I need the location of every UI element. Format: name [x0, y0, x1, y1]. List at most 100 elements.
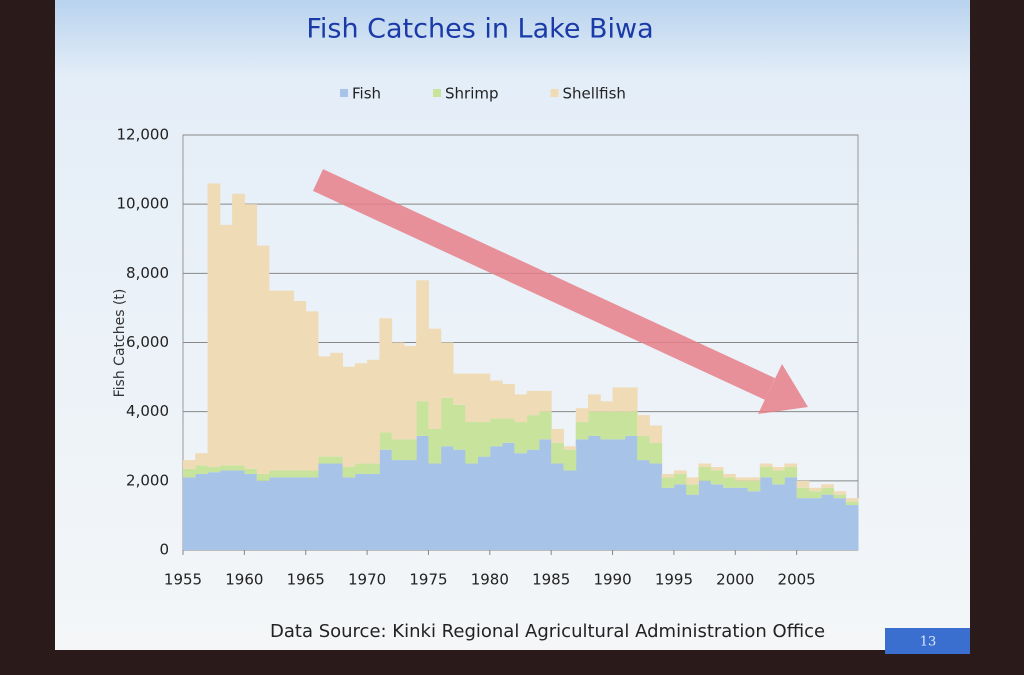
bar-segment	[428, 463, 442, 550]
bar-segment	[649, 463, 663, 550]
legend-label: Shrimp	[445, 85, 499, 103]
bar-segment	[183, 477, 196, 550]
bar-segment	[686, 484, 699, 495]
bar-segment	[526, 449, 540, 550]
y-tick-label: 2,000	[126, 471, 169, 489]
bar-segment	[330, 352, 344, 457]
bar-segment	[207, 183, 221, 467]
bar-segment	[256, 473, 270, 481]
bar-segment	[330, 463, 344, 550]
bar-segment	[710, 484, 724, 550]
y-tick-label: 0	[159, 541, 169, 559]
bar-segment	[784, 477, 798, 550]
bar-segment	[637, 460, 650, 550]
bar-segment	[833, 494, 847, 499]
x-tick-label: 1955	[164, 571, 202, 589]
bar-segment	[391, 342, 405, 440]
bar-segment	[845, 498, 859, 502]
bar-segment	[342, 366, 356, 467]
bar-segment	[612, 387, 626, 412]
bar-segment	[207, 472, 221, 550]
bar-segment	[538, 411, 552, 440]
bar-segment	[612, 439, 626, 550]
bar-segment	[268, 477, 282, 550]
bar-segment	[416, 435, 429, 550]
bar-segment	[637, 415, 650, 436]
source-note: Data Source: Kinki Regional Agricultural…	[270, 621, 825, 642]
bar-segment	[723, 473, 736, 478]
bar-segment	[342, 477, 356, 550]
bar-segment	[477, 456, 491, 550]
bar-segment	[281, 477, 294, 550]
bar-segment	[305, 477, 319, 550]
x-tick-label: 2005	[778, 571, 816, 589]
bar-segment	[502, 442, 515, 550]
bar-segment	[330, 456, 344, 464]
bar-segment	[232, 470, 245, 550]
bar-segment	[514, 422, 528, 454]
bar-segment	[403, 460, 417, 550]
bar-segment	[673, 473, 687, 485]
bar-segment	[747, 480, 761, 492]
bar-segment	[735, 477, 749, 481]
x-tick-label: 1960	[225, 571, 263, 589]
bar-segment	[232, 465, 245, 471]
bar-segment	[759, 467, 773, 478]
bar-segment	[354, 473, 368, 550]
x-tick-label: 1980	[471, 571, 509, 589]
slide	[55, 0, 970, 650]
bar-segment	[612, 411, 626, 440]
bar-segment	[735, 480, 749, 488]
legend-label: Shellfish	[563, 85, 626, 103]
bar-segment	[747, 491, 761, 550]
bar-segment	[514, 453, 528, 550]
bar-segment	[649, 442, 663, 464]
bar-segment	[379, 318, 393, 433]
bar-segment	[563, 449, 577, 471]
bar-segment	[600, 401, 614, 412]
bar-segment	[551, 428, 564, 443]
bar-segment	[416, 280, 429, 402]
y-tick-label: 12,000	[117, 126, 170, 144]
bar-segment	[588, 435, 601, 550]
bar-segment	[489, 446, 503, 550]
bar-segment	[784, 467, 798, 478]
bar-segment	[661, 487, 675, 550]
bar-segment	[821, 484, 834, 488]
bar-segment	[379, 449, 393, 550]
bar-segment	[686, 494, 699, 550]
x-tick-label: 1990	[593, 571, 631, 589]
legend-label: Fish	[352, 85, 381, 103]
bar-segment	[796, 480, 810, 488]
bar-segment	[244, 473, 258, 550]
bar-segment	[440, 342, 454, 398]
bar-segment	[575, 408, 589, 423]
bar-segment	[428, 428, 442, 464]
bar-segment	[318, 456, 331, 464]
x-tick-label: 1995	[655, 571, 693, 589]
bar-segment	[563, 470, 577, 550]
bar-segment	[183, 460, 196, 469]
bar-segment	[808, 491, 822, 499]
slide-number: 13	[920, 635, 937, 650]
bar-segment	[600, 411, 614, 440]
bar-segment	[808, 487, 822, 492]
bar-segment	[256, 480, 270, 550]
bar-segment	[256, 245, 270, 474]
bar-segment	[428, 328, 442, 429]
bar-segment	[305, 470, 319, 478]
bar-segment	[477, 373, 491, 423]
bar-segment	[538, 390, 552, 412]
bar-segment	[600, 439, 614, 550]
legend-swatch	[550, 89, 559, 97]
bar-segment	[268, 470, 282, 478]
bar-segment	[354, 363, 368, 464]
y-tick-label: 6,000	[126, 333, 169, 351]
bar-segment	[833, 491, 847, 495]
legend-swatch	[433, 89, 442, 97]
bar-segment	[293, 470, 307, 478]
bar-segment	[465, 373, 479, 423]
bar-segment	[698, 463, 712, 467]
bar-segment	[588, 411, 601, 436]
bar-segment	[673, 470, 687, 474]
